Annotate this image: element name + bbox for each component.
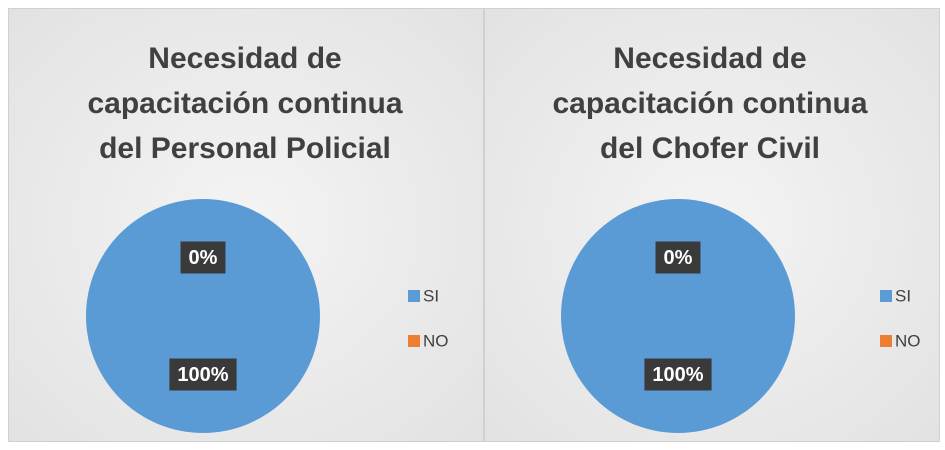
legend-label: SI xyxy=(895,286,911,305)
legend-label: NO xyxy=(423,331,449,350)
data-label-text: 100% xyxy=(177,364,228,386)
chart-title: Necesidad de capacitación continua del P… xyxy=(87,42,403,165)
data-label-text: 100% xyxy=(652,364,703,386)
data-label: 0% xyxy=(180,241,226,274)
legend-label: SI xyxy=(423,286,439,305)
pie-slice xyxy=(86,199,320,433)
data-label-box xyxy=(180,241,226,274)
legend-swatch xyxy=(408,290,420,302)
data-label-box xyxy=(644,358,712,391)
pie-slice xyxy=(561,199,795,433)
data-label-text: 0% xyxy=(189,247,218,269)
legend-label: NO xyxy=(895,331,921,350)
legend-swatch xyxy=(880,290,892,302)
data-label-box xyxy=(655,241,701,274)
data-label: 100% xyxy=(169,358,237,391)
data-label: 100% xyxy=(644,358,712,391)
data-label: 0% xyxy=(655,241,701,274)
legend-swatch xyxy=(408,335,420,347)
legend-swatch xyxy=(880,335,892,347)
chart-title: Necesidad de capacitación continua del C… xyxy=(552,42,868,165)
data-label-box xyxy=(169,358,237,391)
data-label-text: 0% xyxy=(664,247,693,269)
